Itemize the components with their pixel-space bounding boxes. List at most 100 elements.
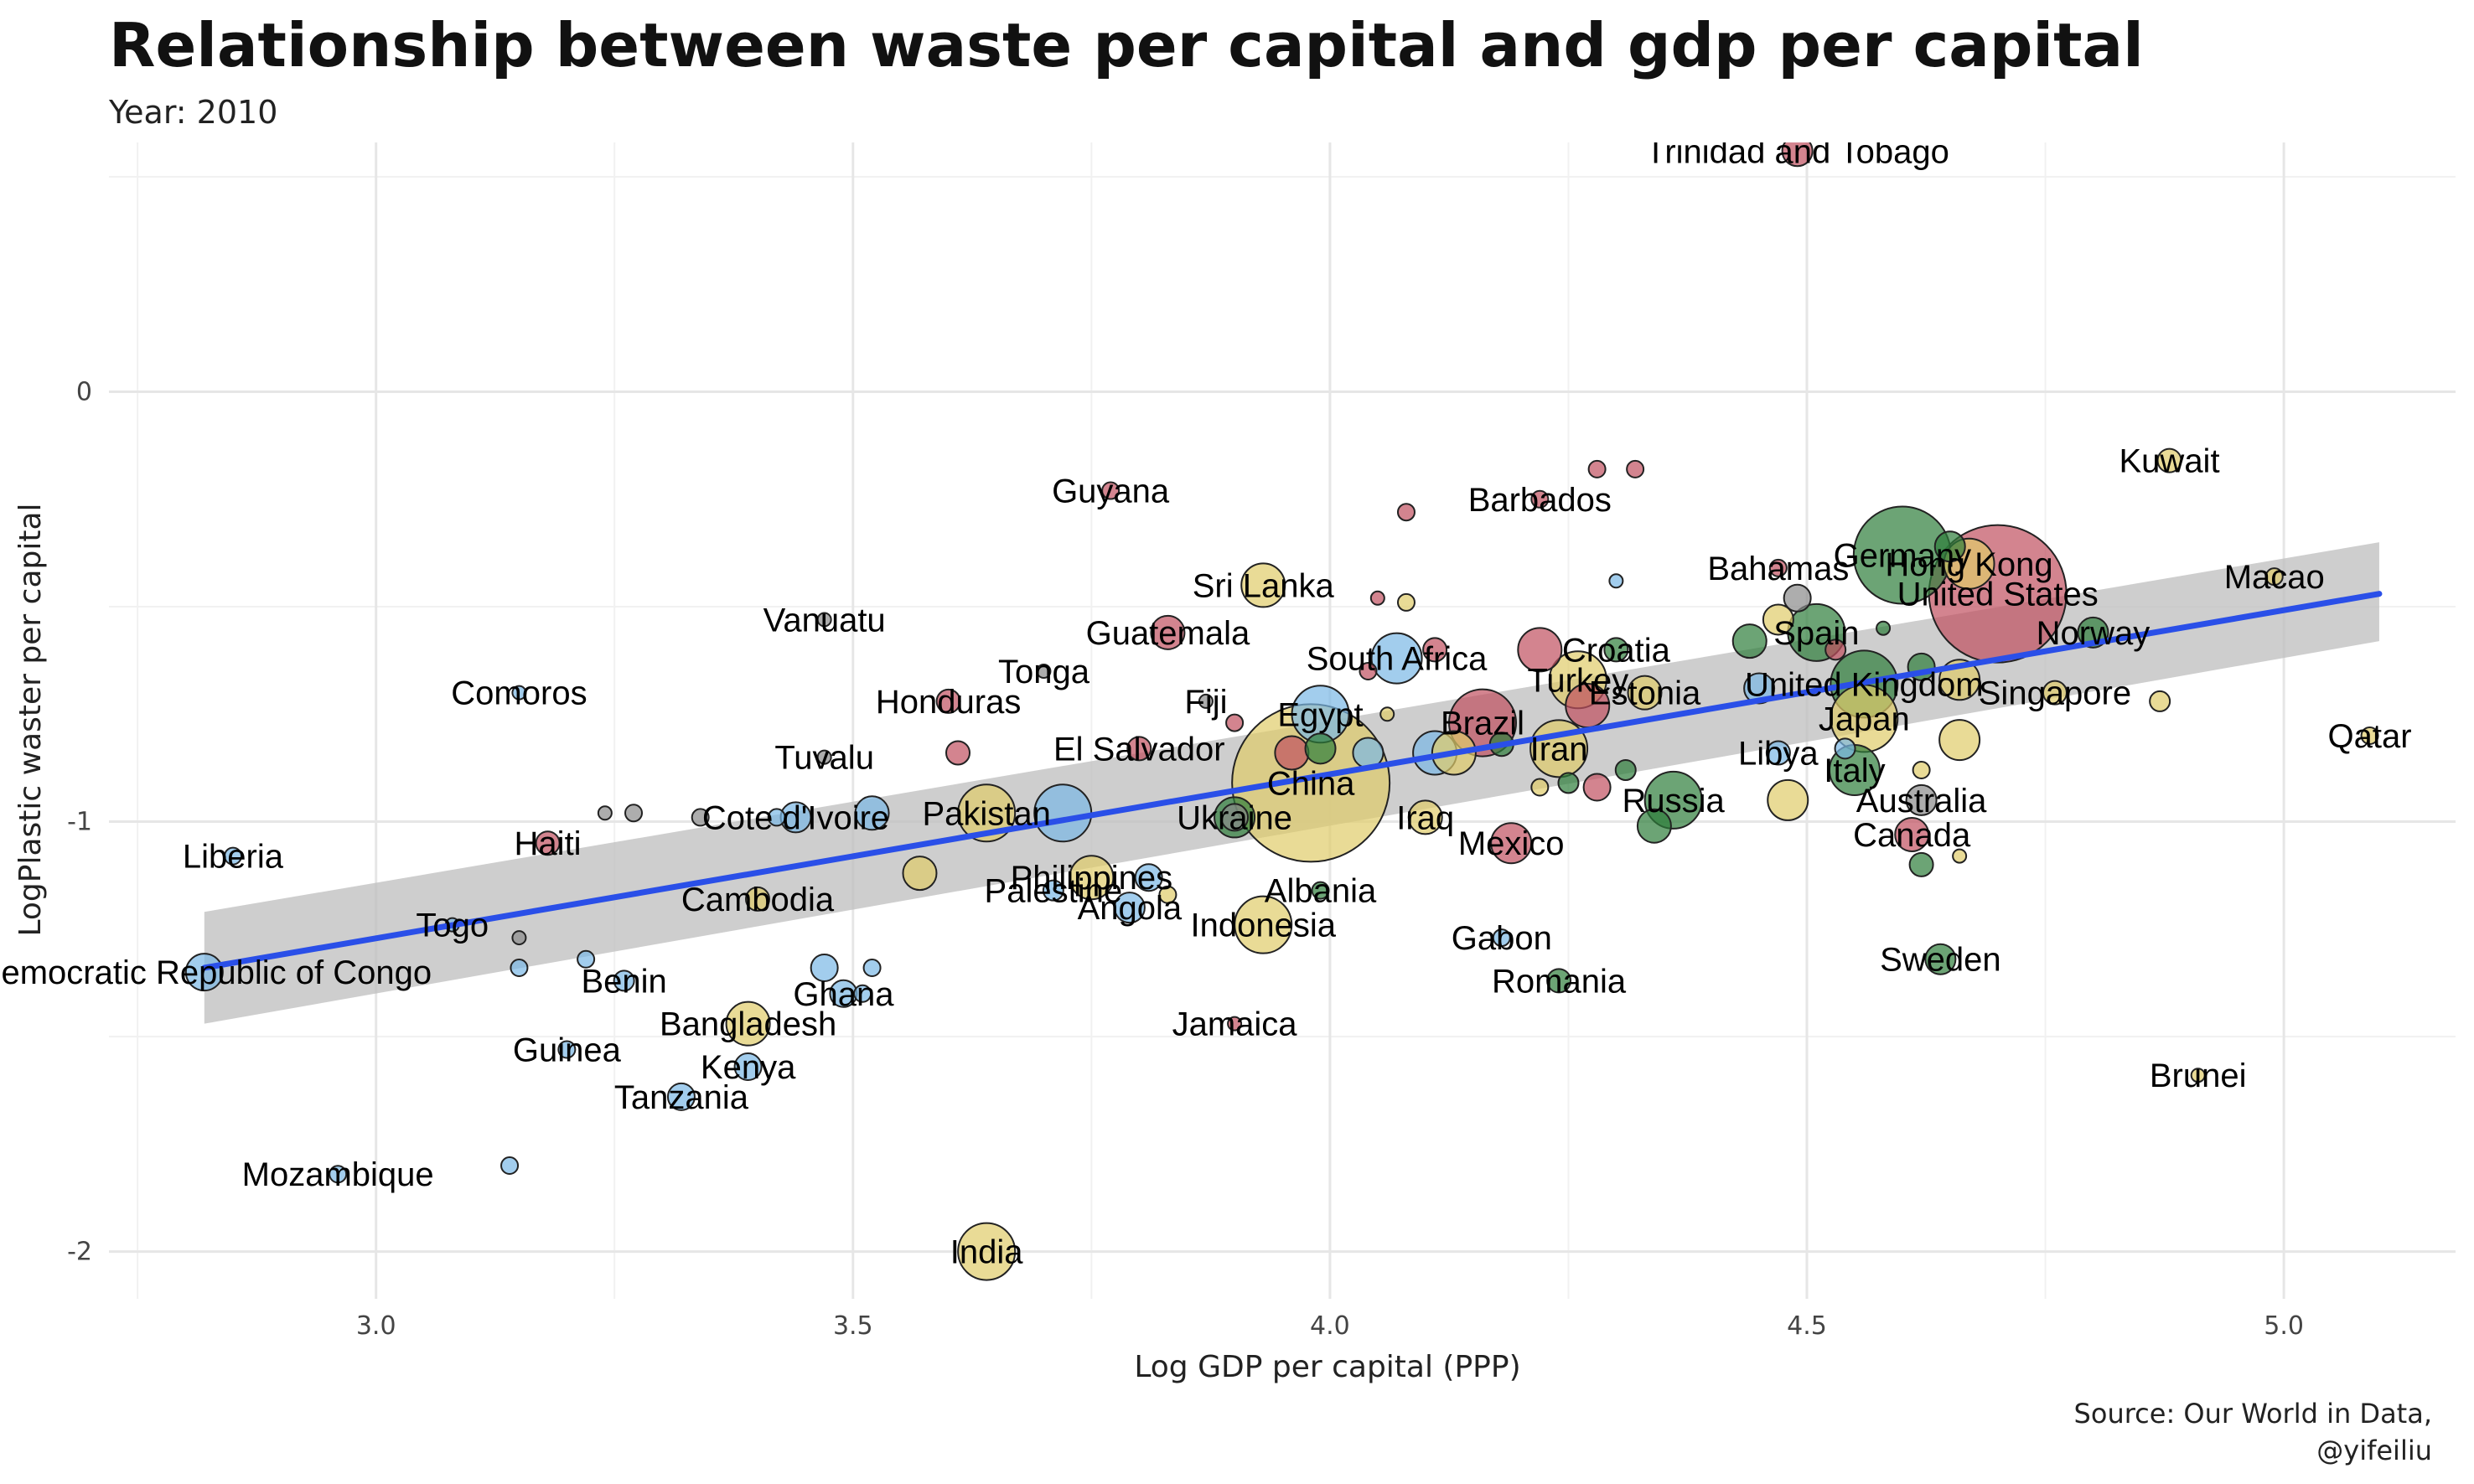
point — [1908, 851, 1934, 877]
label-haiti: Haiti — [515, 825, 582, 862]
label-japan: Japan — [1819, 701, 1910, 737]
label-brazil: Brazil — [1441, 706, 1524, 742]
label-germany: Germany — [1834, 537, 1972, 574]
label-tonga: Tonga — [998, 654, 1090, 690]
point-labels-layer: Trinidad and Tobago Kuwait Guyana Barbados G… — [0, 133, 2412, 1271]
point — [1608, 573, 1624, 589]
point-indonesia — [1234, 895, 1293, 954]
point — [1614, 758, 1637, 781]
label-libya: Libya — [1738, 735, 1819, 772]
trend-line-layer — [201, 591, 2383, 971]
point-sri-lanka — [1240, 562, 1286, 608]
label-ukraine: Ukraine — [1177, 799, 1292, 836]
point — [1876, 620, 1892, 636]
label-italy: Italy — [1824, 752, 1885, 789]
caption-source: Source: Our World in Data, — [2073, 1398, 2432, 1430]
label-india: India — [950, 1234, 1023, 1271]
label-albania: Albania — [1265, 873, 1377, 910]
label-fiji: Fiji — [1184, 684, 1227, 721]
label-croatia: Croatia — [1562, 632, 1671, 669]
label-honduras: Honduras — [876, 684, 1021, 721]
label-spain: Spain — [1773, 615, 1859, 652]
label-cote-d-ivoire: Cote d'Ivoire — [702, 799, 889, 836]
label-comoros: Comoros — [451, 675, 587, 712]
point-macao — [2264, 567, 2284, 587]
point-iraq — [1407, 799, 1443, 835]
point-croatia — [1603, 637, 1629, 663]
point — [511, 930, 527, 946]
point — [1743, 672, 1776, 705]
label-south-africa: South Africa — [1307, 641, 1488, 678]
point — [1158, 885, 1177, 904]
point — [624, 804, 644, 823]
label-estonia: Estonia — [1589, 675, 1701, 712]
point-sweden — [1924, 943, 1957, 975]
label-tanzania: Tanzania — [614, 1079, 749, 1116]
point — [854, 795, 890, 831]
point — [1587, 459, 1607, 478]
label-sri-lanka: Sri Lanka — [1193, 567, 1335, 604]
y-tick-label: -2 — [67, 1238, 92, 1267]
x-axis-title: Log GDP per capital (PPP) — [1134, 1350, 1520, 1384]
point-vanuatu — [816, 612, 832, 628]
label-pakistan: Pakistan — [922, 795, 1050, 832]
point — [1762, 603, 1794, 636]
label-philippines: Philippines — [1011, 860, 1172, 897]
point-palestine — [1042, 879, 1064, 902]
point — [1912, 760, 1931, 779]
point-benin — [613, 970, 635, 992]
label-jamaica: Jamaica — [1172, 1006, 1298, 1043]
point — [691, 808, 710, 827]
point — [1225, 713, 1245, 732]
point — [2149, 690, 2171, 712]
point-romania — [1546, 968, 1572, 994]
point-singapore — [2042, 680, 2068, 706]
point-kuwait — [2156, 447, 2182, 473]
label-sweden: Sweden — [1880, 942, 2001, 979]
point — [1636, 808, 1672, 844]
label-egypt: Egypt — [1277, 696, 1363, 733]
point — [1783, 583, 1812, 613]
label-togo: Togo — [416, 907, 489, 944]
label-turkey: Turkey — [1527, 662, 1628, 699]
label-romania: Romania — [1492, 963, 1627, 1000]
point-brunei — [2190, 1068, 2206, 1083]
point-bahamas — [1768, 558, 1788, 577]
point-tanzania — [666, 1082, 696, 1111]
axis-ticks: 3.0 3.5 4.0 4.5 5.0 -2 -1 0 — [67, 378, 2304, 1341]
label-benin: Benin — [581, 963, 666, 1000]
label-canada: Canada — [1853, 817, 1971, 854]
point — [597, 805, 613, 821]
label-trinidad-and-tobago: Trinidad and Tobago — [1645, 133, 1949, 170]
label-china: China — [1267, 765, 1355, 802]
point-tonga — [1036, 664, 1052, 680]
point-fiji — [1198, 693, 1214, 709]
x-tick-label: 3.5 — [833, 1311, 873, 1341]
chart-subtitle: Year: 2010 — [109, 94, 278, 131]
label-australia: Australia — [1856, 783, 1987, 820]
point — [1304, 732, 1337, 765]
point-cambodia — [744, 886, 770, 912]
point — [1369, 590, 1385, 606]
point-barbados — [1530, 489, 1550, 509]
label-united-kingdom: United Kingdom — [1745, 666, 1984, 703]
point-libya — [1765, 740, 1791, 766]
label-hong-kong: Hong Kong — [1885, 546, 2052, 583]
point-tuvalu — [816, 749, 832, 765]
point-estonia — [1627, 675, 1663, 711]
point-qatar — [2360, 726, 2379, 745]
point-trinidad-and-tobago — [1781, 142, 1814, 168]
point-democratic-republic-of-congo — [184, 953, 224, 992]
label-iraq: Iraq — [1396, 799, 1454, 836]
point — [902, 856, 938, 892]
point — [1824, 639, 1847, 661]
point-australia — [1905, 783, 1938, 816]
label-bahamas: Bahamas — [1707, 551, 1849, 587]
x-tick-label: 4.5 — [1787, 1311, 1827, 1341]
point-angola — [1113, 892, 1146, 924]
point-liberia — [223, 846, 242, 866]
label-palestine: Palestine — [985, 873, 1123, 910]
trend-line — [201, 591, 2383, 971]
point — [1582, 773, 1612, 802]
